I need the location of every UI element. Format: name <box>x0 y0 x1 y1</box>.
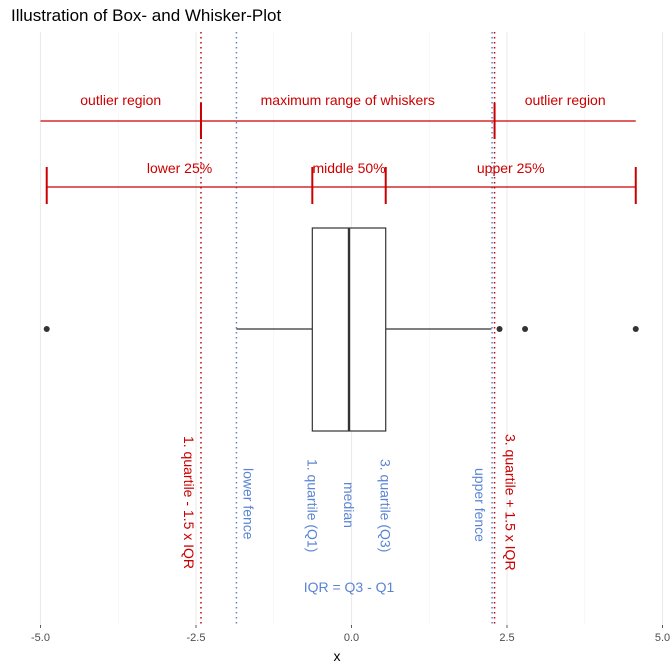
outlier-point <box>43 326 50 332</box>
q1-label: 1. quartile (Q1) <box>304 459 320 552</box>
middle-50-label: middle 50% <box>312 160 385 176</box>
lower-25-label: lower 25% <box>147 160 212 176</box>
x-axis: -5.0 -2.5 0.0 2.5 5.0 <box>31 625 670 644</box>
x-tick-label: 2.5 <box>499 632 514 644</box>
fence-label-upper: upper fence <box>472 468 488 542</box>
box-and-whisker <box>43 227 639 432</box>
vertical-labels: 1. quartile - 1.5 x IQR 3. quartile + 1.5… <box>181 434 519 595</box>
x-axis-label: x <box>334 648 341 664</box>
outlier-region-label-right: outlier region <box>525 92 606 108</box>
x-tick-label: 0.0 <box>344 632 359 644</box>
q3-label: 3. quartile (Q3) <box>378 459 394 552</box>
outlier-point <box>632 326 639 332</box>
fence-label-lower: lower fence <box>240 468 256 540</box>
outlier-point <box>496 326 503 332</box>
outlier-region-label-left: outlier region <box>80 92 161 108</box>
upper-25-label: upper 25% <box>477 160 545 176</box>
chart-title: Illustration of Box- and Whisker-Plot <box>11 6 281 25</box>
x-tick-label: -5.0 <box>31 632 50 644</box>
iqr-label-upper: 3. quartile + 1.5 x IQR <box>503 434 519 571</box>
x-tick-label: 5.0 <box>655 632 670 644</box>
median-label: median <box>341 482 357 528</box>
iqr-label-lower: 1. quartile - 1.5 x IQR <box>181 436 197 569</box>
whisker-range-label: maximum range of whiskers <box>261 92 435 108</box>
outlier-point <box>522 326 529 332</box>
range-annotations: outlier region maximum range of whiskers o… <box>40 92 637 204</box>
iqr-formula-label: IQR = Q3 - Q1 <box>304 579 395 595</box>
x-tick-label: -2.5 <box>187 632 206 644</box>
